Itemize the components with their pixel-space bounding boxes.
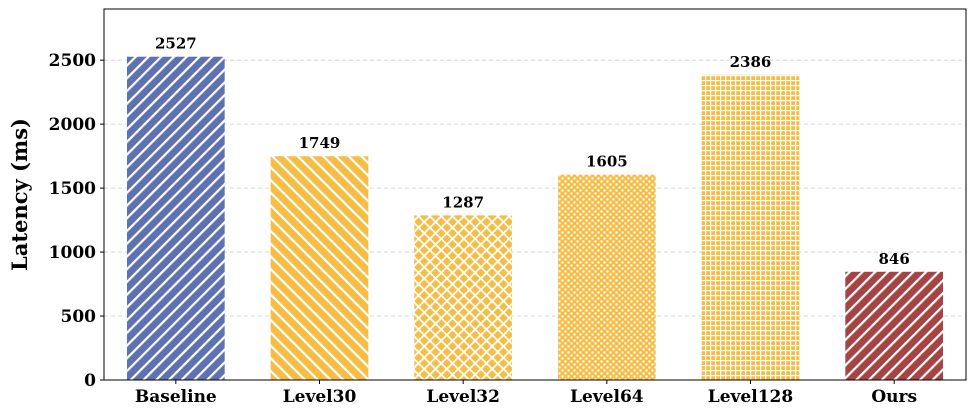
bar-level128: [701, 74, 800, 380]
x-tick-label: Baseline: [135, 387, 217, 407]
y-tick-label: 0: [84, 371, 96, 391]
x-tick-label: Level64: [570, 387, 644, 407]
bar-layer: [126, 56, 944, 381]
bar-level64: [557, 174, 656, 380]
data-label: 1605: [586, 153, 628, 171]
data-label: 846: [879, 250, 910, 268]
y-tick-label: 1000: [49, 243, 96, 263]
y-axis-title: Latency (ms): [7, 118, 32, 271]
y-tick-label: 500: [61, 307, 97, 327]
data-label: 1749: [299, 134, 341, 152]
x-tick-label: Ours: [871, 387, 917, 407]
x-tick-label: Level30: [283, 387, 357, 407]
bar-baseline: [126, 56, 225, 381]
data-label: 2527: [155, 35, 197, 53]
bar-level32: [414, 215, 513, 380]
axis-layer: Baseline Level30 Level32 Level64 Level128 Our…: [49, 8, 967, 407]
data-label-layer: 2527 1749 1287 1605 2386 846: [155, 35, 910, 268]
plot-frame: [103, 8, 967, 381]
x-tick-label: Level32: [426, 387, 500, 407]
grid-layer: [104, 59, 966, 317]
y-tick-label: 2000: [49, 115, 96, 135]
x-tick-label: Level128: [708, 387, 793, 407]
y-tick-label: 2500: [49, 51, 96, 71]
data-label: 1287: [442, 193, 484, 211]
bar-level30: [270, 156, 369, 380]
bar-ours: [845, 271, 944, 380]
y-tick-label: 1500: [49, 179, 96, 199]
data-label: 2386: [730, 53, 772, 71]
